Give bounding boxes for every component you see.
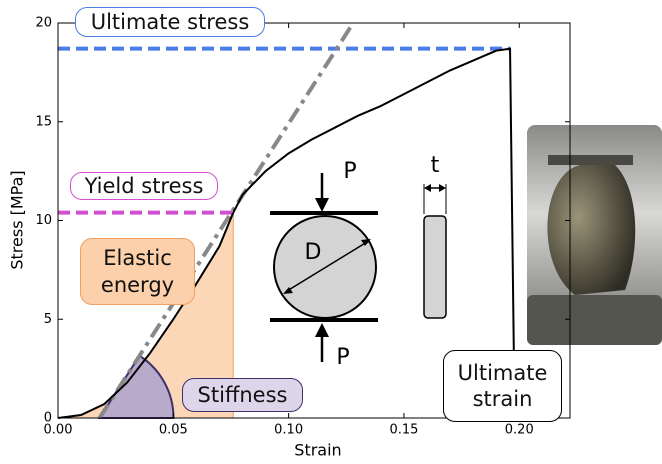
load-label: P (336, 345, 349, 370)
annotation: Stiffness (182, 378, 303, 412)
thickness-label: t (431, 153, 440, 178)
specimen-side (423, 215, 447, 319)
x-tick-label: 0.15 (389, 423, 418, 438)
x-tick-label: 0.00 (44, 423, 73, 438)
y-tick-label: 20 (35, 16, 52, 31)
arrow-head (424, 184, 446, 192)
y-tick-label: 5 (44, 312, 52, 327)
annotation: Ultimate stress (75, 7, 265, 37)
photo-disc (547, 165, 636, 295)
annotation: Elastic energy (80, 238, 195, 305)
y-tick-label: 10 (35, 213, 52, 228)
arrow-head (315, 323, 329, 337)
tangent-line (97, 21, 355, 420)
y-tick-label: 15 (35, 114, 52, 129)
x-tick-label: 0.10 (274, 423, 303, 438)
y-tick-label: 0 (44, 411, 52, 426)
y-axis-label: Stress [MPa] (8, 170, 27, 269)
diameter-arrow (286, 241, 368, 292)
specimen-diagram: P P D t (270, 153, 447, 370)
arrow-head (315, 198, 329, 212)
annotation: Ultimate strain (443, 350, 562, 422)
diameter-label: D (305, 240, 322, 265)
x-axis-label: Strain (294, 441, 341, 460)
photo-platen (548, 155, 633, 165)
annotation: Yield stress (70, 172, 218, 200)
load-label: P (343, 159, 356, 184)
x-tick-label: 0.20 (505, 423, 534, 438)
x-tick-label: 0.05 (159, 423, 188, 438)
stress-strain-curve (57, 47, 516, 419)
photo-base (527, 295, 662, 345)
specimen-photo (527, 125, 662, 345)
